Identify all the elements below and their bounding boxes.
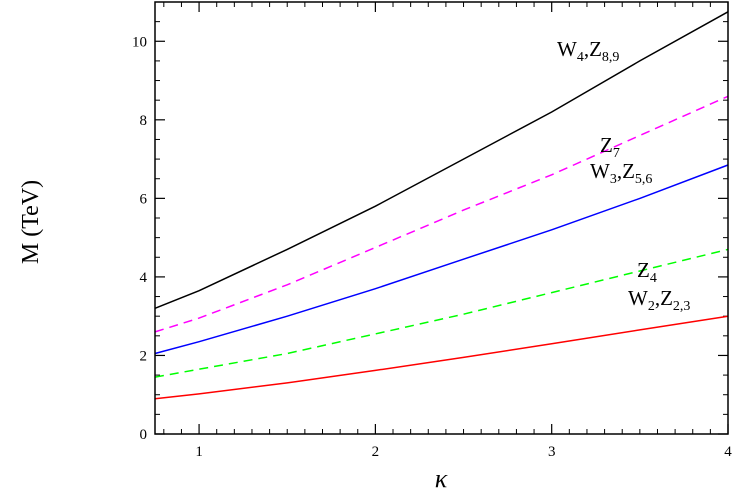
y-tick-label: 4 bbox=[140, 270, 148, 286]
series-line-3 bbox=[154, 248, 729, 378]
x-tick-label: 1 bbox=[195, 444, 203, 460]
y-tick-label: 8 bbox=[140, 113, 148, 129]
y-axis-title: M (TeV) bbox=[18, 180, 44, 264]
y-tick-label: 10 bbox=[132, 34, 147, 50]
ticks-layer: 1 2 3 4 0 2 4 6 8 10 bbox=[132, 2, 732, 460]
x-tick-label: 2 bbox=[372, 444, 380, 460]
series-label-2: W3,Z5,6 bbox=[590, 159, 652, 187]
series-line-0 bbox=[154, 11, 729, 309]
series-label-3: Z4 bbox=[637, 258, 657, 286]
x-axis-title: κ bbox=[435, 464, 448, 491]
y-tick-label: 2 bbox=[140, 348, 148, 364]
plot-frame bbox=[154, 1, 729, 435]
series-label-0: W4,Z8,9 bbox=[557, 37, 619, 65]
series-layer bbox=[154, 11, 729, 400]
x-tick-label: 3 bbox=[548, 444, 556, 460]
x-tick-label: 4 bbox=[724, 444, 732, 460]
series-line-4 bbox=[154, 315, 729, 400]
series-line-2 bbox=[154, 164, 729, 355]
series-line-1 bbox=[154, 95, 729, 333]
y-tick-label: 0 bbox=[140, 427, 148, 443]
y-tick-label: 6 bbox=[140, 191, 148, 207]
series-label-1: Z7 bbox=[600, 133, 620, 161]
series-label-4: W2,Z2,3 bbox=[628, 286, 690, 314]
